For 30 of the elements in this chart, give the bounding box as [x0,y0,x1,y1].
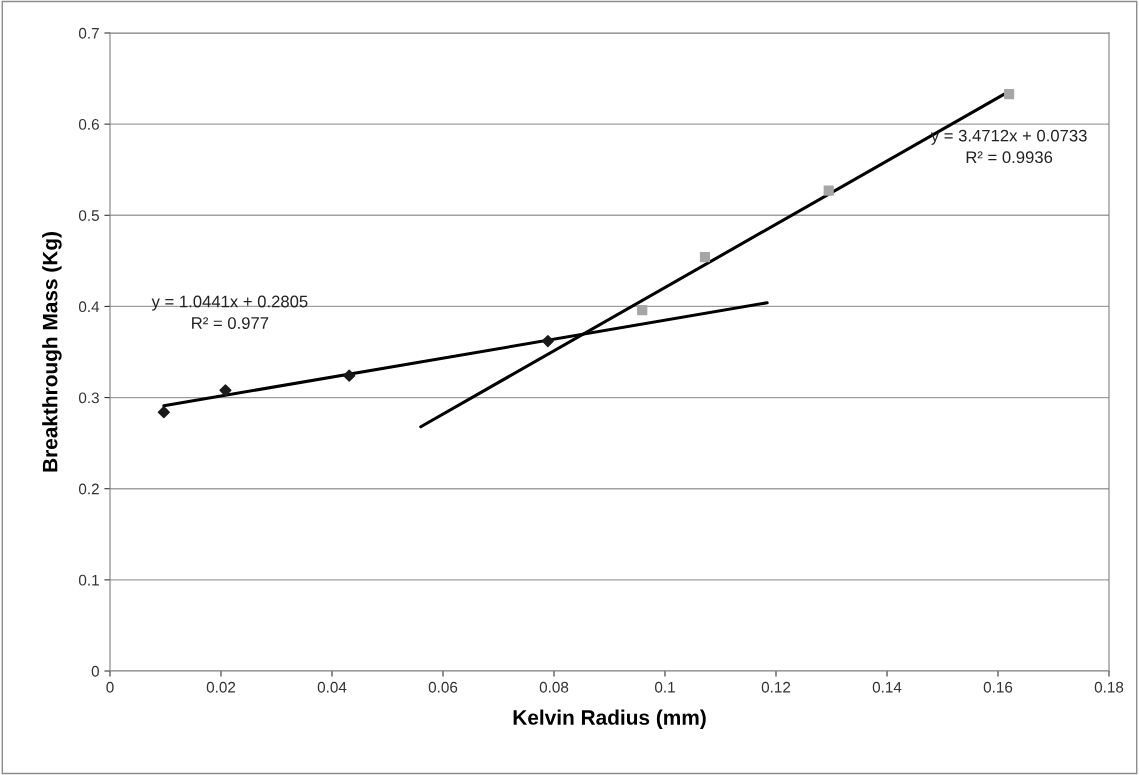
x-tick-label: 0.14 [872,681,902,693]
x-tick-label: 0.16 [983,681,1013,693]
point [219,384,232,397]
x-tick-label: 0.04 [317,681,347,693]
point [637,304,648,316]
annotation: y = 1.0441x + 0.2805 R² = 0.977 [151,295,308,329]
point [823,185,834,196]
x-axis-title: Kelvin Radius (mm) [513,709,706,729]
y-tick-label: 0.6 [78,119,99,130]
point [541,334,554,348]
annotation: y = 3.4712x + 0.0733 R² = 0.9936 [930,129,1087,164]
y-tick-label: 0.3 [78,392,99,404]
y-tick-label: 0.5 [78,210,99,221]
y-tick-label: 0.7 [78,27,99,39]
x-tick-label: 0.02 [206,681,236,693]
y-axis-title: Breakthrough Mass (Kg) [42,232,62,472]
x-tick-label: 0.06 [428,681,458,693]
y-tick-label: 0.2 [78,483,99,495]
point [699,252,711,263]
x-tick-label: 0 [106,681,114,693]
x-tick-label: 0.12 [761,681,791,693]
x-tick-label: 0.08 [539,681,569,693]
point [157,406,170,419]
point [343,369,356,382]
y-tick-label: 0.4 [78,301,100,313]
x-tick-label: 0.1 [654,681,675,693]
y-tick-label: 0.1 [78,574,99,586]
y-tick-label: 0 [91,665,99,677]
x-tick-label: 0.18 [1094,681,1124,693]
point [1004,88,1015,100]
